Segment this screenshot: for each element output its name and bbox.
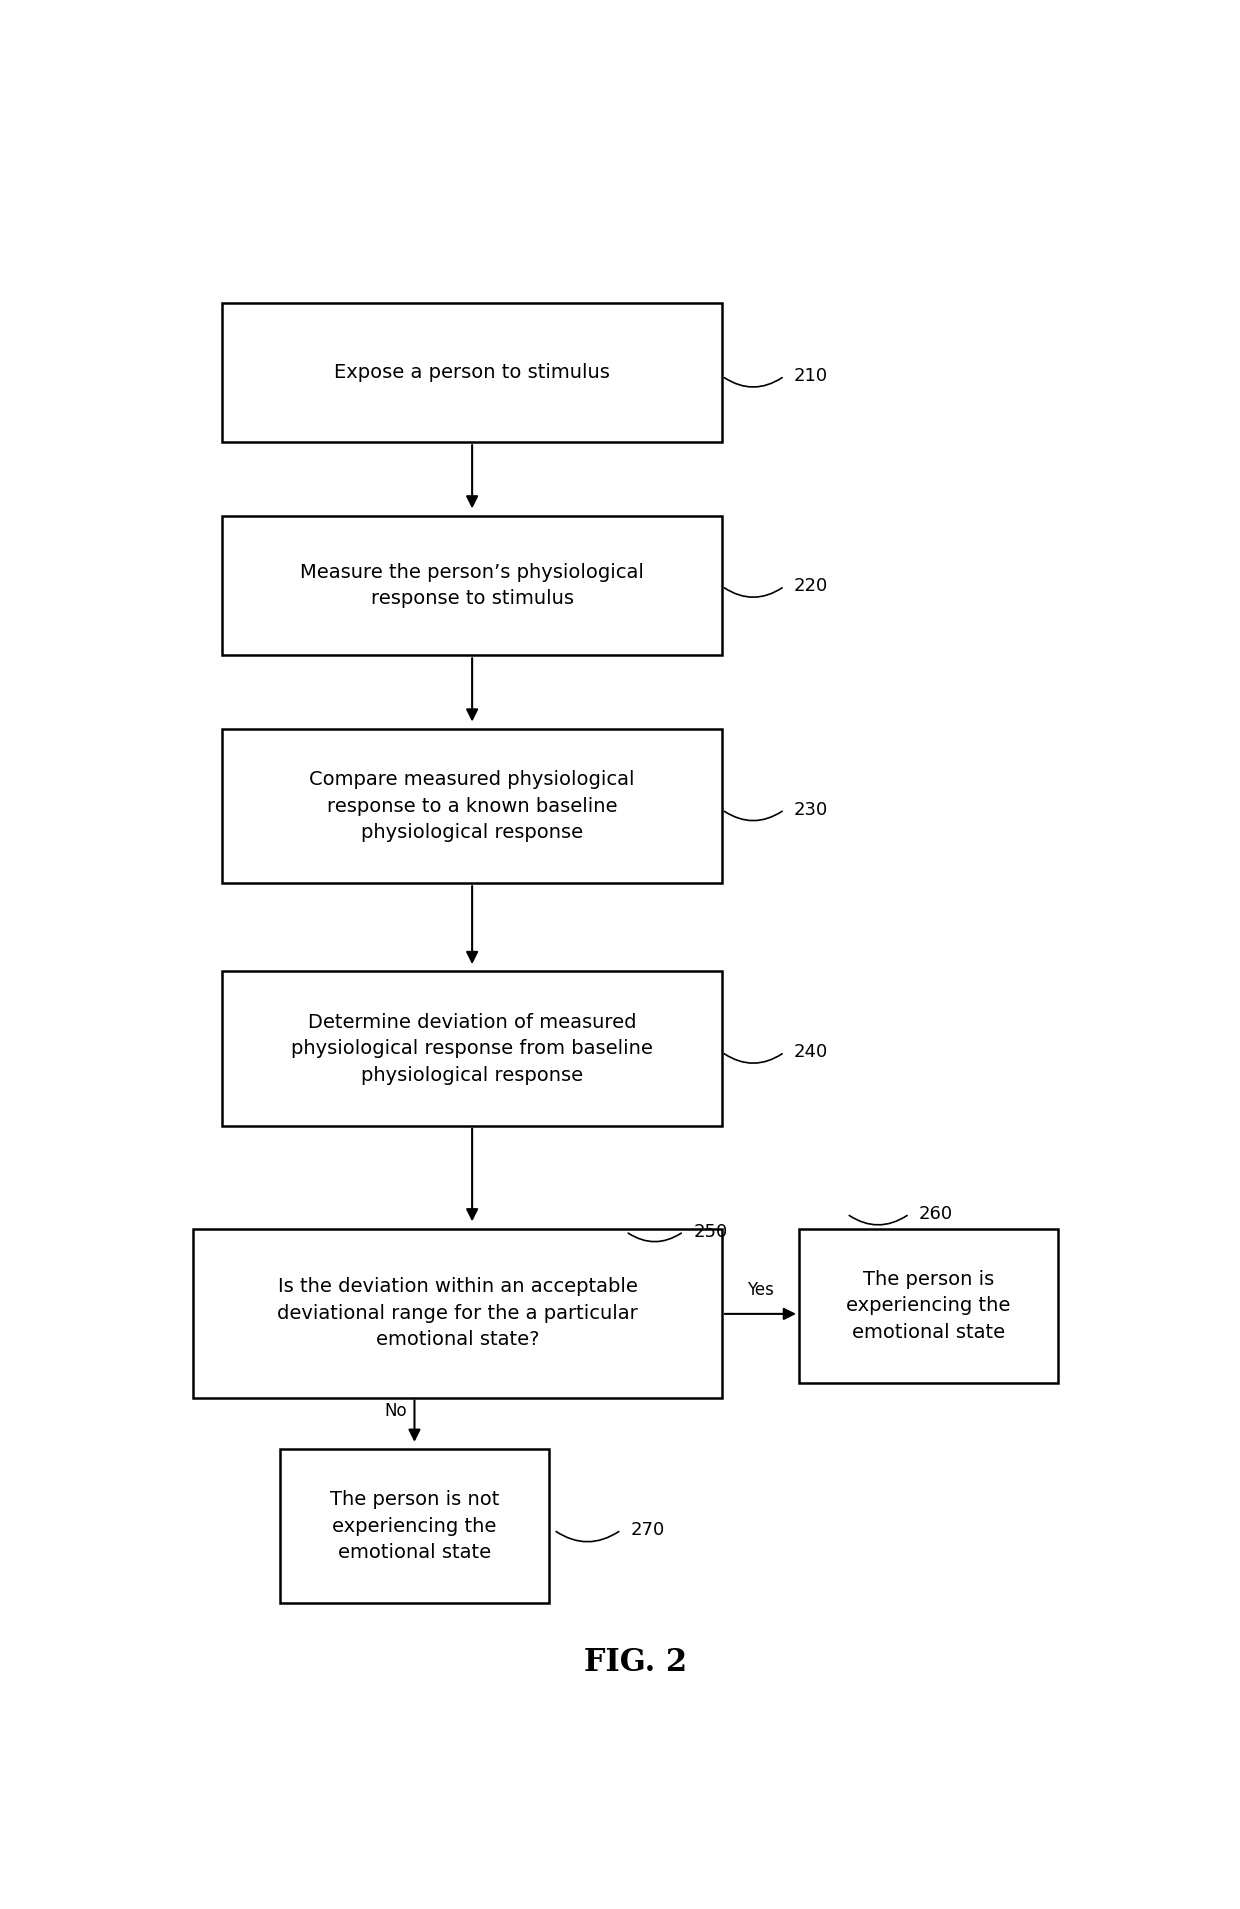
Text: Expose a person to stimulus: Expose a person to stimulus — [335, 363, 610, 382]
Text: The person is not
experiencing the
emotional state: The person is not experiencing the emoti… — [330, 1491, 500, 1562]
FancyBboxPatch shape — [193, 1229, 722, 1397]
Text: 230: 230 — [794, 800, 828, 819]
Text: Is the deviation within an acceptable
deviational range for the a particular
emo: Is the deviation within an acceptable de… — [278, 1277, 639, 1350]
Text: 210: 210 — [794, 367, 828, 386]
Text: 250: 250 — [693, 1222, 728, 1241]
Text: Measure the person’s physiological
response to stimulus: Measure the person’s physiological respo… — [300, 563, 644, 609]
Text: 270: 270 — [631, 1521, 665, 1539]
FancyBboxPatch shape — [222, 515, 722, 655]
Text: 260: 260 — [919, 1205, 954, 1224]
Text: 220: 220 — [794, 577, 828, 596]
FancyBboxPatch shape — [222, 972, 722, 1126]
Text: No: No — [384, 1401, 407, 1420]
Text: Determine deviation of measured
physiological response from baseline
physiologic: Determine deviation of measured physiolo… — [291, 1012, 653, 1084]
FancyBboxPatch shape — [280, 1449, 549, 1604]
Text: The person is
experiencing the
emotional state: The person is experiencing the emotional… — [847, 1269, 1011, 1342]
Text: Compare measured physiological
response to a known baseline
physiological respon: Compare measured physiological response … — [310, 769, 635, 842]
FancyBboxPatch shape — [799, 1229, 1059, 1382]
Text: FIG. 2: FIG. 2 — [584, 1647, 687, 1678]
FancyBboxPatch shape — [222, 302, 722, 443]
FancyBboxPatch shape — [222, 729, 722, 884]
Text: 240: 240 — [794, 1042, 828, 1061]
Text: Yes: Yes — [746, 1281, 774, 1300]
